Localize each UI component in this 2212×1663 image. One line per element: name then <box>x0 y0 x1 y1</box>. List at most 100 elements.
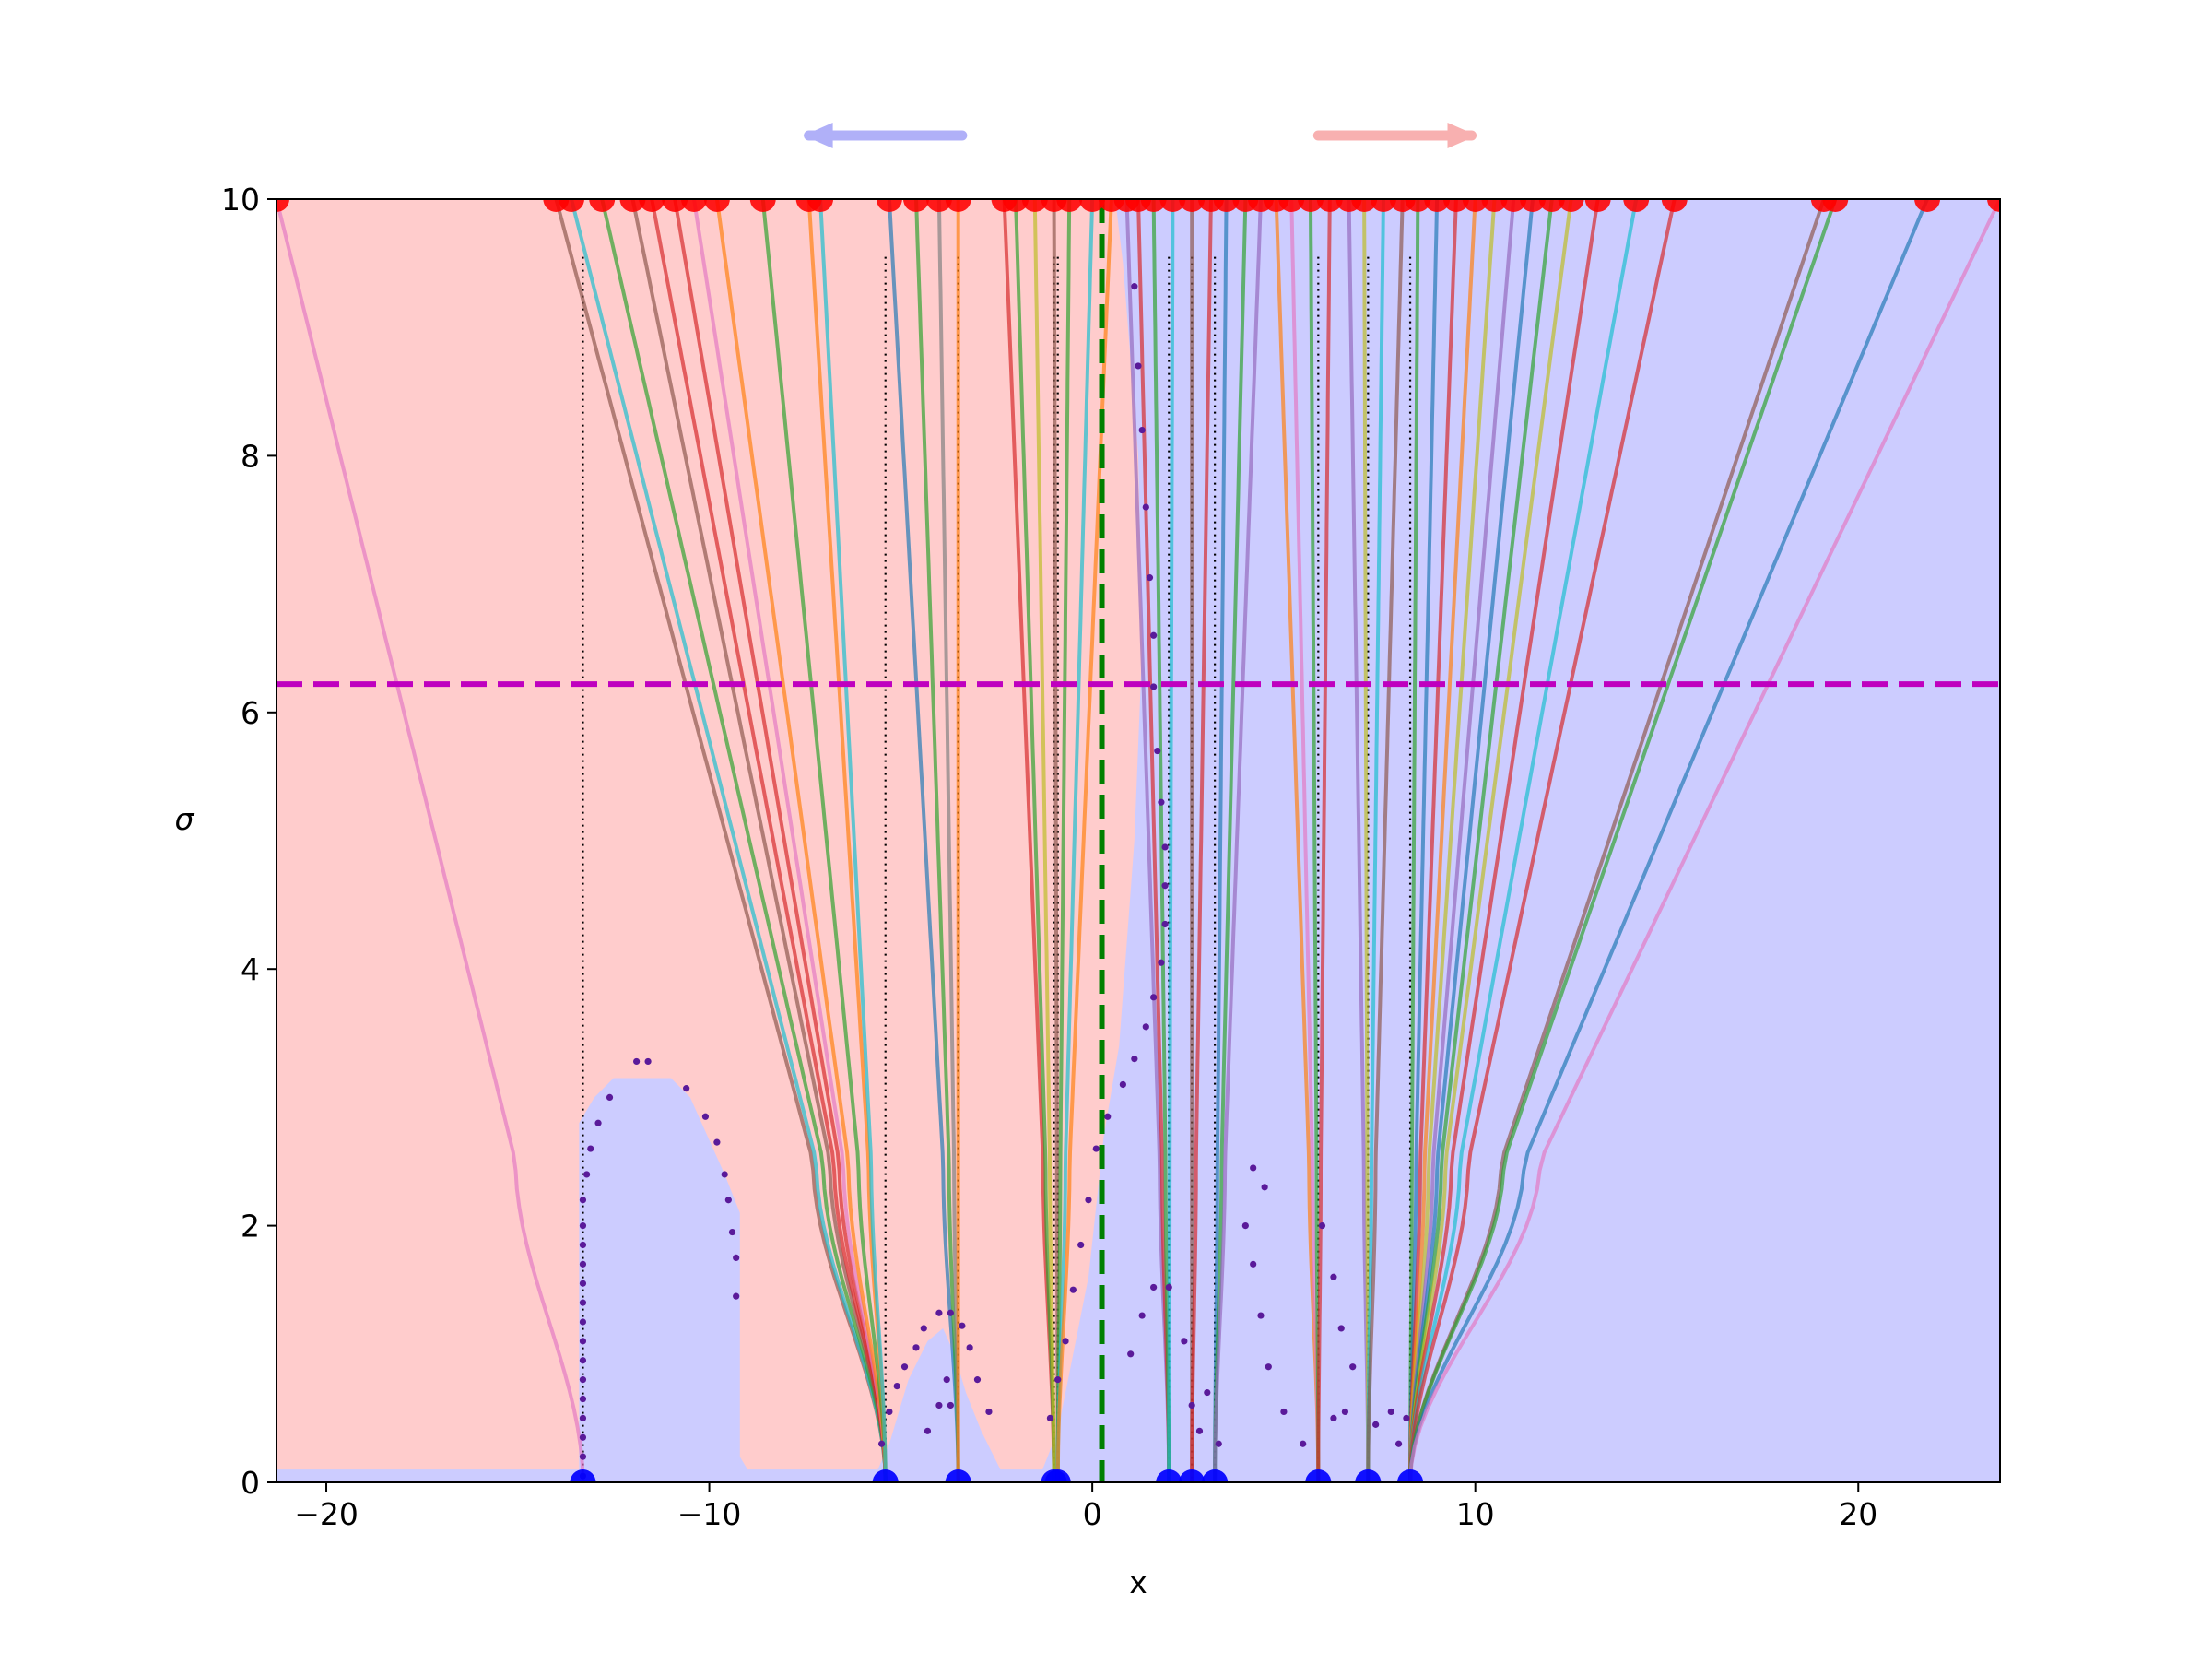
basin-boundary-point <box>1142 1023 1149 1031</box>
trajectory-line <box>1032 199 1056 1482</box>
basin-boundary-point <box>947 1401 954 1409</box>
start-point <box>1424 199 1451 212</box>
trajectory-line <box>760 199 888 1482</box>
basin-boundary-point <box>1188 1401 1195 1409</box>
y-tick-label: 10 <box>221 182 260 218</box>
left-arrow-icon <box>803 123 833 148</box>
start-point <box>1405 199 1431 212</box>
start-point <box>1661 199 1688 212</box>
basin-boundary-point <box>1127 1350 1135 1358</box>
start-point <box>807 199 834 212</box>
start-point <box>558 199 584 212</box>
basin-boundary-point <box>1215 1440 1222 1447</box>
start-point <box>1278 199 1305 212</box>
start-point <box>1351 199 1378 212</box>
basin-boundary-point <box>579 1338 587 1345</box>
end-point <box>1397 1469 1424 1482</box>
basin-boundary-point <box>959 1322 966 1329</box>
trajectory-line <box>1408 199 1573 1482</box>
basin-boundary-point <box>935 1401 943 1409</box>
basin-boundary-point <box>728 1228 736 1236</box>
basin-boundary-point <box>1161 843 1169 851</box>
x-axis: −20 −10 0 10 20 <box>294 1482 1877 1532</box>
start-point <box>1481 199 1508 212</box>
basin-boundary-point <box>579 1318 587 1326</box>
trajectory-line <box>1167 199 1175 1482</box>
basin-boundary-point <box>1062 1338 1069 1345</box>
basin-boundary-point <box>1341 1408 1348 1416</box>
end-point <box>1179 1469 1206 1482</box>
trajectory-line <box>1408 199 1440 1482</box>
basin-boundary-point <box>912 1344 920 1351</box>
basin-boundary-point <box>877 1440 886 1447</box>
trajectory-line <box>1124 199 1171 1482</box>
trajectory-line <box>914 199 960 1482</box>
basin-boundary-point <box>1250 1260 1257 1268</box>
basin-boundary-point <box>733 1254 740 1261</box>
y-tick-label: 0 <box>241 1465 260 1501</box>
overlay-layer <box>276 199 2000 1482</box>
trajectory-line <box>1408 199 1677 1482</box>
basin-boundary-point <box>900 1363 909 1371</box>
trajectory-line <box>1289 199 1321 1482</box>
trajectory-line <box>1055 199 1095 1482</box>
trajectory-line <box>806 199 888 1482</box>
trajectory-line <box>1408 199 1639 1482</box>
start-point <box>1079 199 1106 212</box>
basin-boundary-point <box>1250 1164 1257 1172</box>
basin-boundary-point <box>579 1280 587 1287</box>
trajectory-line <box>1213 199 1229 1482</box>
basin-boundary-point <box>1403 1414 1410 1421</box>
start-point <box>1538 199 1565 212</box>
basin-boundary-point <box>1085 1197 1092 1204</box>
trajectory-line <box>673 199 888 1482</box>
y-tick-label: 4 <box>241 951 260 987</box>
start-point <box>589 199 616 212</box>
basin-boundary-point <box>947 1309 954 1316</box>
end-point <box>570 1469 596 1482</box>
end-point <box>1202 1469 1229 1482</box>
trajectory-line <box>1408 199 1458 1482</box>
basin-boundary-point <box>973 1376 982 1384</box>
basin-boundary-point <box>1158 798 1165 806</box>
trajectory-line <box>570 199 888 1482</box>
basin-boundary-point <box>721 1171 728 1178</box>
trajectory-line <box>818 199 888 1482</box>
basin-boundary-point <box>713 1138 721 1146</box>
basin-boundary-point <box>633 1057 641 1066</box>
right-arrow-icon <box>1447 123 1477 148</box>
basin-boundary-point <box>1280 1408 1288 1416</box>
basin-boundary-point <box>1150 994 1158 1001</box>
trajectory-line <box>1408 199 2000 1482</box>
plot-frame <box>276 198 2001 1483</box>
x-axis-label: x <box>1129 1564 1147 1600</box>
trajectory-line <box>1213 199 1263 1482</box>
basin-boundary-point <box>1372 1421 1380 1428</box>
basin-boundary-point <box>1131 283 1138 290</box>
basin-boundary-point <box>1138 426 1146 434</box>
basin-boundary-point <box>579 1260 587 1268</box>
trajectory-line <box>1366 199 1405 1482</box>
trajectory-line <box>1366 199 1385 1482</box>
basin-boundary-point <box>886 1408 893 1416</box>
basin-boundary-point <box>1337 1325 1345 1332</box>
basin-boundary-point <box>1204 1388 1211 1397</box>
trajectory-line <box>1316 199 1332 1482</box>
basin-boundary-point <box>579 1395 587 1403</box>
basin-boundary-point <box>1077 1241 1085 1249</box>
basin-boundary-point <box>579 1414 587 1421</box>
trajectory-line <box>1408 199 1929 1482</box>
y-tick-label: 2 <box>241 1209 260 1244</box>
basin-boundary-point <box>893 1383 900 1390</box>
basin-boundary-point <box>1092 1145 1100 1152</box>
basin-boundary-point <box>1161 882 1169 890</box>
end-point <box>945 1469 971 1482</box>
start-point <box>276 199 289 212</box>
basin-boundary-point <box>1181 1338 1188 1345</box>
basin-boundary-point <box>920 1325 927 1332</box>
basin-boundary-point <box>1150 631 1158 639</box>
start-point <box>1159 199 1186 212</box>
basin-boundary-point <box>1318 1222 1326 1230</box>
x-tick-label: 10 <box>1456 1496 1495 1532</box>
start-point <box>1462 199 1488 212</box>
